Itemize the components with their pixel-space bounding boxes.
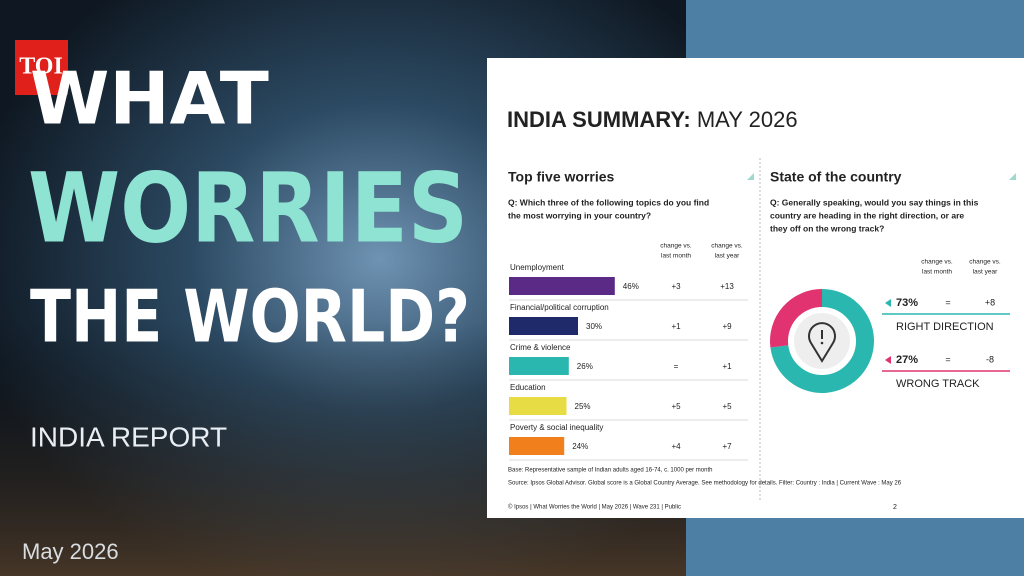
column-header: last month [661, 253, 691, 260]
pointer-arrow [885, 299, 891, 307]
category-label: RIGHT DIRECTION [896, 321, 994, 333]
column-header: change vs. [711, 243, 743, 250]
cover-title: THE WORLD? [30, 275, 470, 359]
logo: TOI [19, 54, 63, 80]
category-label: Financial/political corruption [510, 303, 609, 312]
column-header: last month [922, 269, 952, 276]
report-title-rest: MAY 2026 [697, 107, 798, 132]
category-label: Unemployment [510, 263, 565, 272]
footnote: © Ipsos | What Worries the World | May 2… [508, 504, 681, 511]
change-year: +13 [720, 282, 734, 291]
page-number: 2 [893, 504, 897, 511]
category-label: Crime & violence [510, 343, 571, 352]
change-month: +4 [671, 442, 681, 451]
change-year: +1 [722, 362, 732, 371]
column-header: change vs. [660, 243, 692, 250]
footnote: Source: Ipsos Global Advisor. Global sco… [508, 481, 902, 487]
donut-center [794, 313, 850, 369]
category-label: Poverty & social inequality [510, 423, 603, 432]
footnote: Base: Representative sample of Indian ad… [508, 468, 712, 474]
bar [509, 357, 569, 375]
question: Q: Which three of the following topics d… [508, 197, 709, 207]
change-month: = [945, 354, 950, 364]
value-label: 26% [577, 362, 593, 371]
change-year: +7 [722, 442, 732, 451]
value-label: 27% [896, 354, 918, 366]
change-year: +9 [722, 322, 732, 331]
value-label: 73% [896, 297, 918, 309]
donut-segment [770, 289, 874, 393]
column-header: last year [715, 253, 740, 260]
change-year: -8 [986, 354, 994, 364]
cover-subtitle: INDIA REPORT [30, 421, 227, 452]
location-icon [808, 322, 836, 363]
value-label: 46% [623, 282, 639, 291]
question: Q: Generally speaking, would you say thi… [770, 197, 979, 207]
donut-segment [770, 289, 823, 348]
corner-mark [1009, 173, 1016, 180]
cover-title: WORRIES [28, 152, 468, 264]
change-year: +5 [722, 402, 732, 411]
report-title: INDIA SUMMARY: MAY 2026 [507, 107, 798, 132]
change-month: +5 [671, 402, 681, 411]
logo-box [15, 40, 68, 95]
bar [509, 317, 578, 335]
column-header: change vs. [969, 259, 1001, 266]
question: they off on the wrong track? [770, 223, 884, 233]
category-label: WRONG TRACK [896, 378, 980, 390]
cover-date: May 2026 [22, 539, 119, 564]
column-header: change vs. [921, 259, 953, 266]
value-label: 30% [586, 322, 602, 331]
question: the most worrying in your country? [508, 210, 651, 220]
corner-mark [747, 173, 754, 180]
bar [509, 277, 615, 295]
question: country are heading in the right directi… [770, 210, 964, 220]
change-month: +1 [671, 322, 681, 331]
section-title: State of the country [770, 169, 902, 185]
bar [509, 397, 567, 415]
change-month: = [945, 297, 950, 307]
report-title-bold: INDIA SUMMARY: [507, 107, 691, 132]
column-header: last year [973, 269, 998, 276]
value-label: 25% [575, 402, 591, 411]
bar [509, 437, 565, 455]
category-label: Education [510, 383, 546, 392]
pointer-arrow [885, 356, 891, 364]
icon-dot [820, 341, 824, 345]
change-year: +8 [985, 297, 995, 307]
value-label: 24% [572, 442, 588, 451]
cover-title: WHAT [30, 57, 269, 141]
change-month: +3 [671, 282, 681, 291]
change-month: = [674, 362, 679, 371]
section-title: Top five worries [508, 169, 615, 185]
